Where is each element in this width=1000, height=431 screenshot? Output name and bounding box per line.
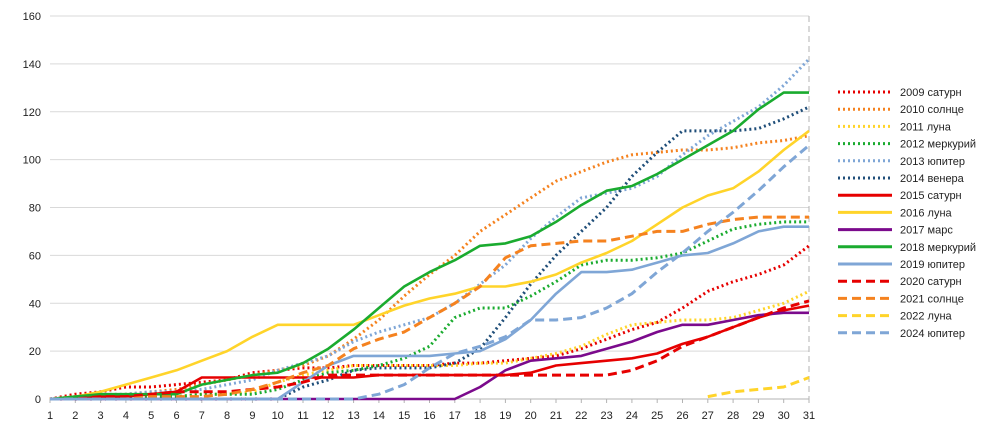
legend-label: 2015 сатурн — [900, 190, 962, 202]
series-line-1 — [49, 134, 810, 401]
x-tick-label: 4 — [123, 410, 129, 422]
legend-label: 2013 юпитер — [900, 156, 965, 168]
x-tick-label: 10 — [272, 410, 284, 422]
series-line-11 — [50, 299, 810, 401]
legend-label: 2014 венера — [900, 173, 965, 185]
x-tick-label: 21 — [550, 410, 562, 422]
y-tick-label: 140 — [23, 59, 41, 71]
legend-label: 2009 сатурн — [900, 87, 962, 99]
y-tick-label: 160 — [23, 11, 41, 23]
legend: 2009 сатурн 2010 солнце 2011 луна 2012 мерк… — [838, 87, 976, 340]
x-tick-label: 28 — [727, 410, 739, 422]
series-line-13 — [707, 376, 810, 399]
series-line-12 — [50, 215, 809, 401]
y-tick-label: 80 — [29, 203, 41, 215]
chart-gridlines — [50, 15, 810, 400]
x-tick-label: 29 — [752, 410, 764, 422]
y-tick-label: 60 — [29, 250, 41, 262]
x-tick-label: 23 — [600, 410, 612, 422]
x-tick-label: 31 — [803, 410, 815, 422]
series-lines — [49, 58, 811, 401]
legend-label: 2024 юпитер — [900, 328, 965, 340]
series-line-14 — [50, 144, 810, 401]
legend-label: 2017 марс — [900, 225, 953, 237]
x-tick-label: 26 — [676, 410, 688, 422]
legend-label: 2011 луна — [900, 121, 952, 133]
y-axis: 0 20 40 60 80 100 120 140 160 — [23, 11, 41, 406]
x-tick-label: 7 — [199, 410, 205, 422]
x-tick-label: 13 — [347, 410, 359, 422]
x-tick-label: 8 — [224, 410, 230, 422]
series-line-9 — [49, 91, 809, 401]
legend-label: 2020 сатурн — [900, 276, 962, 288]
x-tick-label: 12 — [322, 410, 334, 422]
x-axis: 1 2 3 4 5 6 7 8 9 10 11 12 13 14 15 16 17 18 19 20 21 22 23 24 2… — [47, 398, 815, 422]
y-tick-label: 40 — [29, 298, 41, 310]
legend-label: 2019 юпитер — [900, 259, 965, 271]
y-tick-label: 20 — [29, 346, 41, 358]
y-tick-label: 0 — [35, 394, 41, 406]
x-tick-label: 22 — [575, 410, 587, 422]
legend-label: 2012 меркурий — [900, 139, 976, 151]
x-tick-label: 19 — [499, 410, 511, 422]
series-line-3 — [49, 220, 809, 401]
series-line-2 — [50, 289, 810, 401]
x-tick-label: 2 — [72, 410, 78, 422]
legend-label: 2010 солнце — [900, 104, 964, 116]
x-tick-label: 27 — [702, 410, 714, 422]
legend-label: 2016 луна — [900, 207, 953, 219]
x-tick-label: 16 — [423, 410, 435, 422]
x-tick-label: 11 — [297, 410, 308, 422]
y-tick-label: 100 — [23, 155, 41, 167]
x-tick-label: 25 — [651, 410, 663, 422]
x-tick-label: 17 — [449, 410, 461, 422]
x-tick-label: 3 — [98, 410, 104, 422]
x-tick-label: 18 — [474, 410, 486, 422]
x-tick-label: 15 — [398, 410, 410, 422]
y-tick-label: 120 — [23, 107, 41, 119]
x-tick-label: 1 — [47, 410, 53, 422]
x-tick-label: 14 — [373, 410, 385, 422]
x-tick-label: 9 — [249, 410, 255, 422]
legend-label: 2021 солнце — [900, 293, 964, 305]
series-line-7 — [49, 129, 810, 401]
x-tick-label: 6 — [173, 410, 179, 422]
x-tick-label: 30 — [778, 410, 790, 422]
legend-label: 2022 луна — [900, 311, 953, 323]
legend-label: 2018 меркурий — [900, 242, 976, 254]
x-tick-label: 20 — [525, 410, 537, 422]
x-tick-label: 5 — [148, 410, 154, 422]
x-tick-label: 24 — [626, 410, 638, 422]
